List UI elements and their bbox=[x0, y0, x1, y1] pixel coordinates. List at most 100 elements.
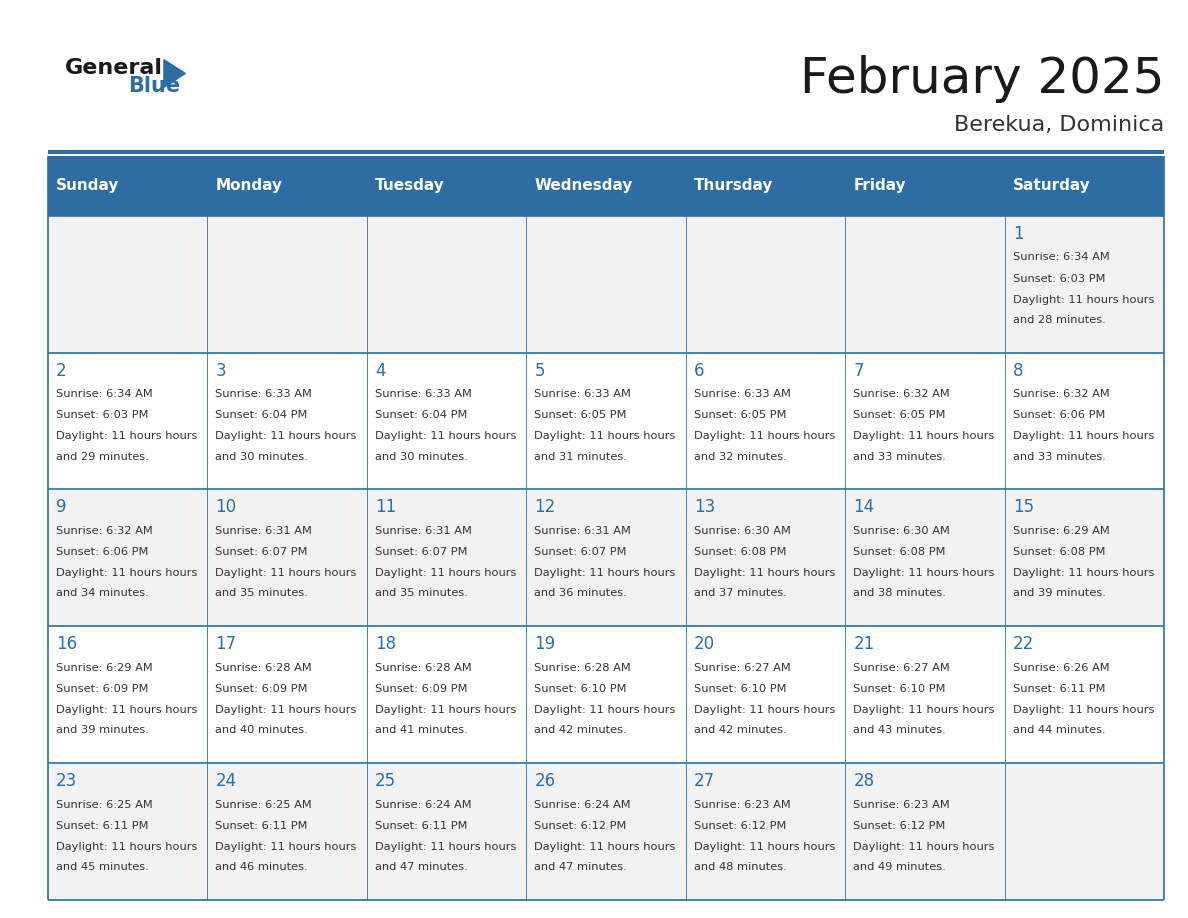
FancyBboxPatch shape bbox=[207, 763, 367, 900]
Text: 1: 1 bbox=[1013, 225, 1024, 243]
Text: Sunrise: 6:28 AM: Sunrise: 6:28 AM bbox=[215, 663, 312, 673]
Text: Daylight: 11 hours hours: Daylight: 11 hours hours bbox=[56, 705, 197, 715]
Text: Daylight: 11 hours hours: Daylight: 11 hours hours bbox=[56, 431, 197, 442]
Text: Sunset: 6:09 PM: Sunset: 6:09 PM bbox=[215, 684, 308, 694]
Text: 17: 17 bbox=[215, 635, 236, 654]
Text: and 49 minutes.: and 49 minutes. bbox=[853, 862, 947, 872]
Text: Daylight: 11 hours hours: Daylight: 11 hours hours bbox=[853, 568, 994, 578]
Text: Sunset: 6:11 PM: Sunset: 6:11 PM bbox=[215, 821, 308, 831]
Text: 10: 10 bbox=[215, 498, 236, 517]
Text: Sunrise: 6:32 AM: Sunrise: 6:32 AM bbox=[853, 389, 950, 399]
FancyBboxPatch shape bbox=[526, 489, 685, 626]
Text: 19: 19 bbox=[535, 635, 556, 654]
Text: Sunset: 6:12 PM: Sunset: 6:12 PM bbox=[535, 821, 627, 831]
FancyBboxPatch shape bbox=[367, 626, 526, 763]
Text: and 43 minutes.: and 43 minutes. bbox=[853, 725, 947, 735]
Text: February 2025: February 2025 bbox=[800, 55, 1164, 103]
Text: Daylight: 11 hours hours: Daylight: 11 hours hours bbox=[694, 431, 835, 442]
Text: Sunset: 6:09 PM: Sunset: 6:09 PM bbox=[56, 684, 148, 694]
Text: 15: 15 bbox=[1013, 498, 1034, 517]
Text: 18: 18 bbox=[375, 635, 396, 654]
Text: 12: 12 bbox=[535, 498, 556, 517]
Text: 21: 21 bbox=[853, 635, 874, 654]
Text: Daylight: 11 hours hours: Daylight: 11 hours hours bbox=[1013, 295, 1155, 305]
Text: Sunrise: 6:33 AM: Sunrise: 6:33 AM bbox=[694, 389, 791, 399]
FancyBboxPatch shape bbox=[48, 353, 207, 489]
FancyBboxPatch shape bbox=[526, 626, 685, 763]
Text: Sunrise: 6:31 AM: Sunrise: 6:31 AM bbox=[215, 526, 312, 536]
FancyBboxPatch shape bbox=[1005, 156, 1164, 216]
Text: Sunrise: 6:31 AM: Sunrise: 6:31 AM bbox=[375, 526, 472, 536]
Text: Daylight: 11 hours hours: Daylight: 11 hours hours bbox=[56, 842, 197, 852]
FancyBboxPatch shape bbox=[1005, 216, 1164, 353]
Text: Sunset: 6:04 PM: Sunset: 6:04 PM bbox=[215, 410, 308, 420]
Text: Sunrise: 6:33 AM: Sunrise: 6:33 AM bbox=[375, 389, 472, 399]
Text: Sunrise: 6:34 AM: Sunrise: 6:34 AM bbox=[56, 389, 152, 399]
Text: and 39 minutes.: and 39 minutes. bbox=[1013, 588, 1106, 599]
Text: Sunset: 6:09 PM: Sunset: 6:09 PM bbox=[375, 684, 467, 694]
Text: Daylight: 11 hours hours: Daylight: 11 hours hours bbox=[375, 568, 517, 578]
Text: 7: 7 bbox=[853, 362, 864, 380]
Text: and 36 minutes.: and 36 minutes. bbox=[535, 588, 627, 599]
Text: Daylight: 11 hours hours: Daylight: 11 hours hours bbox=[1013, 705, 1155, 715]
FancyBboxPatch shape bbox=[685, 353, 845, 489]
Text: and 33 minutes.: and 33 minutes. bbox=[1013, 452, 1106, 462]
Text: Sunrise: 6:25 AM: Sunrise: 6:25 AM bbox=[215, 800, 312, 810]
Text: Sunset: 6:10 PM: Sunset: 6:10 PM bbox=[694, 684, 786, 694]
Text: Sunset: 6:12 PM: Sunset: 6:12 PM bbox=[853, 821, 946, 831]
Text: and 34 minutes.: and 34 minutes. bbox=[56, 588, 148, 599]
Text: Sunrise: 6:28 AM: Sunrise: 6:28 AM bbox=[375, 663, 472, 673]
Text: Sunset: 6:08 PM: Sunset: 6:08 PM bbox=[694, 547, 786, 557]
Text: Daylight: 11 hours hours: Daylight: 11 hours hours bbox=[694, 568, 835, 578]
Text: 8: 8 bbox=[1013, 362, 1024, 380]
Text: Sunset: 6:04 PM: Sunset: 6:04 PM bbox=[375, 410, 467, 420]
Text: 2: 2 bbox=[56, 362, 67, 380]
Text: Tuesday: Tuesday bbox=[375, 178, 444, 194]
Text: General: General bbox=[65, 58, 163, 78]
Text: Sunset: 6:06 PM: Sunset: 6:06 PM bbox=[56, 547, 148, 557]
Text: Wednesday: Wednesday bbox=[535, 178, 633, 194]
Text: Sunset: 6:12 PM: Sunset: 6:12 PM bbox=[694, 821, 786, 831]
Text: Sunrise: 6:23 AM: Sunrise: 6:23 AM bbox=[694, 800, 791, 810]
Text: and 47 minutes.: and 47 minutes. bbox=[375, 862, 468, 872]
Text: Sunset: 6:07 PM: Sunset: 6:07 PM bbox=[535, 547, 627, 557]
Text: Sunset: 6:10 PM: Sunset: 6:10 PM bbox=[535, 684, 627, 694]
FancyBboxPatch shape bbox=[48, 156, 207, 216]
Text: 4: 4 bbox=[375, 362, 385, 380]
Text: Sunrise: 6:27 AM: Sunrise: 6:27 AM bbox=[853, 663, 950, 673]
Text: 23: 23 bbox=[56, 772, 77, 790]
Text: Daylight: 11 hours hours: Daylight: 11 hours hours bbox=[535, 568, 676, 578]
FancyBboxPatch shape bbox=[367, 216, 526, 353]
Text: 22: 22 bbox=[1013, 635, 1035, 654]
Text: and 33 minutes.: and 33 minutes. bbox=[853, 452, 947, 462]
Text: and 35 minutes.: and 35 minutes. bbox=[375, 588, 468, 599]
Text: and 40 minutes.: and 40 minutes. bbox=[215, 725, 308, 735]
Text: Daylight: 11 hours hours: Daylight: 11 hours hours bbox=[215, 431, 356, 442]
Text: Sunrise: 6:25 AM: Sunrise: 6:25 AM bbox=[56, 800, 152, 810]
FancyBboxPatch shape bbox=[367, 353, 526, 489]
Text: 26: 26 bbox=[535, 772, 556, 790]
Text: and 38 minutes.: and 38 minutes. bbox=[853, 588, 947, 599]
Text: Sunrise: 6:34 AM: Sunrise: 6:34 AM bbox=[1013, 252, 1110, 263]
FancyBboxPatch shape bbox=[48, 489, 207, 626]
Text: Daylight: 11 hours hours: Daylight: 11 hours hours bbox=[535, 431, 676, 442]
Text: and 47 minutes.: and 47 minutes. bbox=[535, 862, 627, 872]
Text: Daylight: 11 hours hours: Daylight: 11 hours hours bbox=[375, 705, 517, 715]
Text: Sunrise: 6:30 AM: Sunrise: 6:30 AM bbox=[694, 526, 791, 536]
Text: 27: 27 bbox=[694, 772, 715, 790]
Text: and 35 minutes.: and 35 minutes. bbox=[215, 588, 308, 599]
Text: and 39 minutes.: and 39 minutes. bbox=[56, 725, 148, 735]
FancyBboxPatch shape bbox=[367, 489, 526, 626]
Text: Thursday: Thursday bbox=[694, 178, 773, 194]
Text: Sunset: 6:05 PM: Sunset: 6:05 PM bbox=[535, 410, 627, 420]
FancyBboxPatch shape bbox=[526, 763, 685, 900]
Text: 14: 14 bbox=[853, 498, 874, 517]
FancyBboxPatch shape bbox=[1005, 353, 1164, 489]
FancyBboxPatch shape bbox=[845, 626, 1005, 763]
FancyBboxPatch shape bbox=[845, 156, 1005, 216]
Text: 25: 25 bbox=[375, 772, 396, 790]
Text: Sunset: 6:11 PM: Sunset: 6:11 PM bbox=[375, 821, 467, 831]
Text: Daylight: 11 hours hours: Daylight: 11 hours hours bbox=[853, 431, 994, 442]
FancyBboxPatch shape bbox=[207, 216, 367, 353]
Text: Daylight: 11 hours hours: Daylight: 11 hours hours bbox=[853, 842, 994, 852]
